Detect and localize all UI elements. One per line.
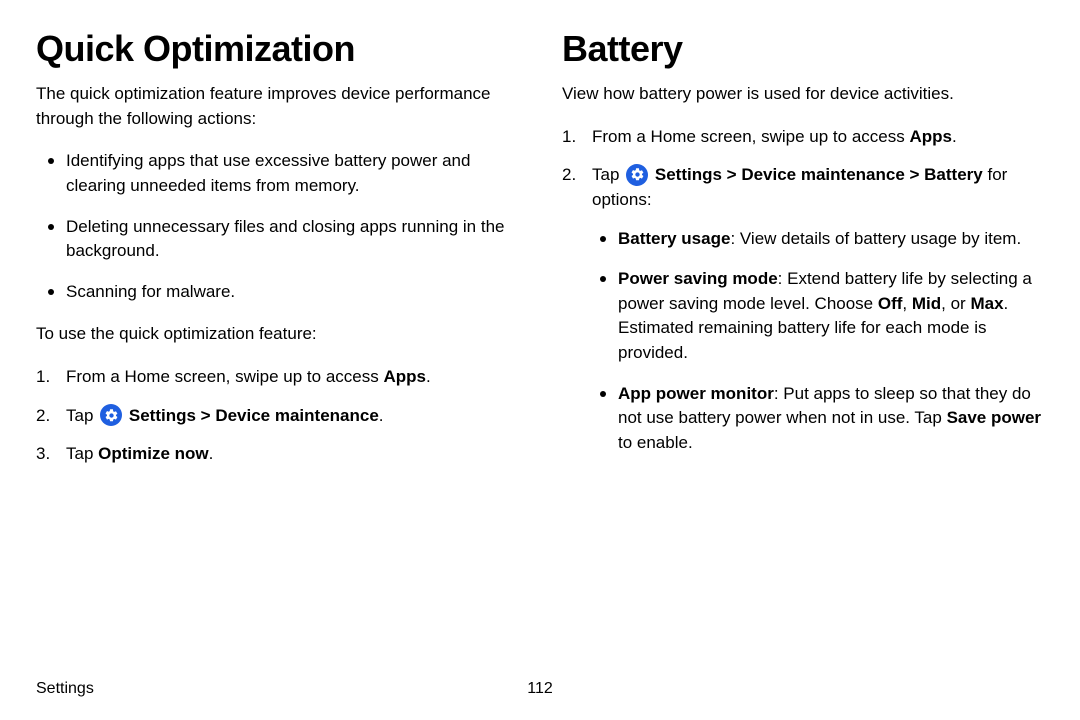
heading-quick-optimization: Quick Optimization	[36, 28, 518, 70]
sub-text: ,	[902, 294, 911, 313]
sub-bold: App power monitor	[618, 384, 774, 403]
intro-text: View how battery power is used for devic…	[562, 82, 1044, 107]
lead-in-text: To use the quick optimization feature:	[36, 322, 518, 347]
sub-bold: Power saving mode	[618, 269, 778, 288]
sub-bold: Max	[970, 294, 1003, 313]
sub-text: : View details of battery usage by item.	[730, 229, 1021, 248]
bullet-item: Identifying apps that use excessive batt…	[36, 149, 518, 198]
step-text: .	[209, 444, 214, 463]
step-item: Tap Settings > Device maintenance.	[36, 404, 518, 429]
footer-page-number: 112	[527, 680, 553, 698]
step-bold: Optimize now	[98, 444, 209, 463]
gear-icon	[104, 408, 119, 423]
content-columns: Quick Optimization The quick optimizatio…	[36, 28, 1044, 481]
step-sep: >	[196, 406, 215, 425]
step-text: Tap	[66, 406, 98, 425]
heading-battery: Battery	[562, 28, 1044, 70]
sub-bold: Off	[878, 294, 903, 313]
step-item: From a Home screen, swipe up to access A…	[36, 365, 518, 390]
bullet-item: Scanning for malware.	[36, 280, 518, 305]
step-bold: Settings	[655, 165, 722, 184]
step-text: Tap	[592, 165, 624, 184]
sub-bold: Battery usage	[618, 229, 730, 248]
step-bold: Apps	[383, 367, 426, 386]
step-bold: Device maintenance	[215, 406, 378, 425]
step-text: .	[952, 127, 957, 146]
sub-text: to enable.	[618, 433, 693, 452]
sub-bold: Save power	[947, 408, 1042, 427]
sub-bullet-item: App power monitor: Put apps to sleep so …	[592, 382, 1044, 456]
step-text: Tap	[66, 444, 98, 463]
step-item: Tap Settings > Device maintenance > Batt…	[562, 163, 1044, 455]
battery-steps: From a Home screen, swipe up to access A…	[562, 125, 1044, 456]
sub-bullet-item: Power saving mode: Extend battery life b…	[592, 267, 1044, 366]
gear-icon	[630, 167, 645, 182]
step-bold: Battery	[924, 165, 983, 184]
step-sep: >	[905, 165, 924, 184]
step-text: From a Home screen, swipe up to access	[592, 127, 909, 146]
step-sep: >	[722, 165, 741, 184]
right-column: Battery View how battery power is used f…	[562, 28, 1044, 481]
footer-section-label: Settings	[36, 680, 94, 698]
settings-icon	[100, 404, 122, 426]
intro-text: The quick optimization feature improves …	[36, 82, 518, 131]
left-column: Quick Optimization The quick optimizatio…	[36, 28, 518, 481]
quick-opt-bullets: Identifying apps that use excessive batt…	[36, 149, 518, 304]
sub-bullet-item: Battery usage: View details of battery u…	[592, 227, 1044, 252]
quick-opt-steps: From a Home screen, swipe up to access A…	[36, 365, 518, 467]
sub-bold: Mid	[912, 294, 941, 313]
step-text: From a Home screen, swipe up to access	[66, 367, 383, 386]
step-item: Tap Optimize now.	[36, 442, 518, 467]
step-text: .	[379, 406, 384, 425]
step-text: .	[426, 367, 431, 386]
sub-text: , or	[941, 294, 970, 313]
bullet-item: Deleting unnecessary files and closing a…	[36, 215, 518, 264]
step-bold: Apps	[909, 127, 952, 146]
page-footer: Settings 112	[36, 680, 1044, 698]
step-bold: Device maintenance	[741, 165, 904, 184]
step-item: From a Home screen, swipe up to access A…	[562, 125, 1044, 150]
battery-sub-bullets: Battery usage: View details of battery u…	[592, 227, 1044, 456]
settings-icon	[626, 164, 648, 186]
step-bold: Settings	[129, 406, 196, 425]
